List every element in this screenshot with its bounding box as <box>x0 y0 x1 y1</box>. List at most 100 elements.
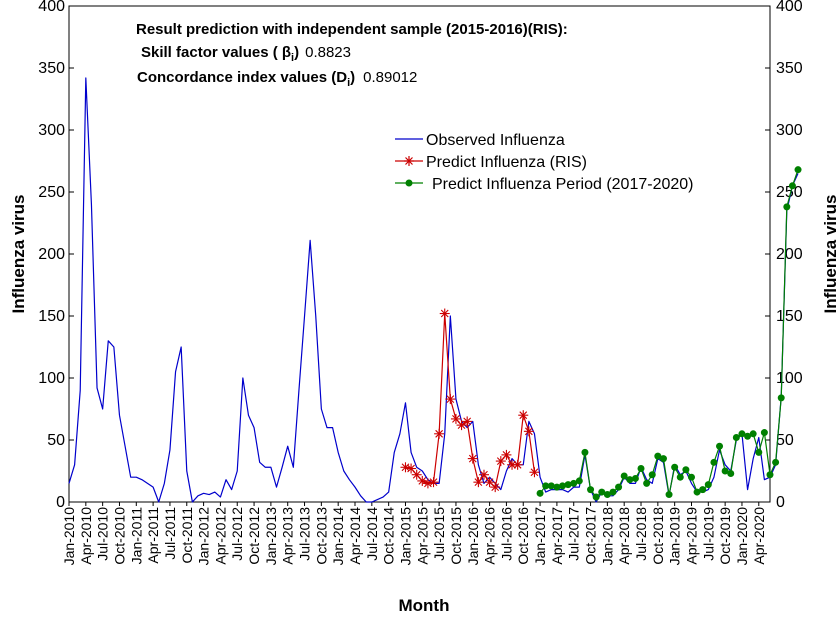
y-tick-label-right: 200 <box>776 246 803 263</box>
x-axis-title: Month <box>399 596 450 615</box>
concordance-close: ) <box>350 69 355 86</box>
x-tick-label: Oct-2019 <box>717 507 733 565</box>
data-point-stroke <box>457 421 466 430</box>
data-point <box>704 481 712 489</box>
data-point-stroke <box>508 460 516 469</box>
y-tick-label-left: 350 <box>38 60 65 77</box>
data-point <box>676 473 684 481</box>
x-tick-label: Jul-2013 <box>297 507 313 561</box>
y-tick-label-left: 400 <box>38 0 65 15</box>
data-point <box>450 413 461 424</box>
y-axis-title-left: Influenza virus <box>9 194 28 313</box>
data-point <box>682 466 690 474</box>
data-point <box>687 473 695 481</box>
plot-area <box>68 5 771 503</box>
x-tick-label: Apr-2015 <box>414 507 430 565</box>
x-tick-label: Oct-2012 <box>246 507 262 565</box>
x-tick-label: Oct-2013 <box>313 507 329 565</box>
data-point-stroke <box>412 470 421 479</box>
data-point <box>710 458 718 466</box>
x-tick-label: Apr-2012 <box>212 507 228 565</box>
legend-label-ris: Predict Influenza (RIS) <box>426 154 587 171</box>
data-point <box>794 166 802 174</box>
data-point-stroke <box>424 479 432 488</box>
y-tick-label-left: 0 <box>56 494 65 511</box>
data-point <box>620 472 628 480</box>
x-tick-label: Jan-2012 <box>196 507 212 566</box>
x-tick-label: Jan-2013 <box>263 507 279 566</box>
x-tick-label: Jul-2015 <box>431 507 447 561</box>
data-point <box>428 477 439 488</box>
x-tick-label: Jan-2011 <box>128 507 144 565</box>
x-tick-label: Apr-2016 <box>482 507 498 565</box>
y-axis-title-right: Influenza virus <box>821 194 840 313</box>
annotation-concordance: Concordance index values (Di) 0.89012 <box>137 69 417 89</box>
x-tick-label: Oct-2010 <box>111 507 127 565</box>
y-tick-label-right: 0 <box>776 494 785 511</box>
data-point-stroke <box>524 427 533 436</box>
data-point <box>693 488 701 496</box>
legend-marker-period <box>405 179 413 187</box>
data-point <box>575 477 583 485</box>
data-point <box>570 479 578 487</box>
x-tick-label: Oct-2018 <box>650 507 666 565</box>
y-tick-label-left: 50 <box>47 432 65 449</box>
data-point-stroke <box>496 457 505 465</box>
data-point <box>721 467 729 475</box>
data-point-stroke <box>446 395 455 403</box>
annotation-block: Result prediction with independent sampl… <box>136 21 568 89</box>
data-point <box>716 442 724 450</box>
x-tick-label: Jan-2018 <box>599 507 615 566</box>
data-point <box>643 479 651 487</box>
data-point <box>783 203 791 211</box>
data-point <box>603 491 611 499</box>
data-point <box>495 456 506 467</box>
data-point <box>755 448 763 456</box>
data-point <box>732 434 740 442</box>
data-point <box>659 455 667 463</box>
concordance-label: Concordance index values (D <box>137 69 347 86</box>
data-point-stroke <box>519 411 528 420</box>
y-tick-label-left: 250 <box>38 184 65 201</box>
x-tick-label: Apr-2013 <box>280 507 296 565</box>
series-layer <box>68 77 802 503</box>
right-axis: 0 50 100 150 200 250 300 350 400 <box>765 0 803 511</box>
data-point <box>788 182 796 190</box>
data-point <box>648 471 656 479</box>
x-tick-label: Jan-2016 <box>465 507 481 566</box>
x-tick-label: Oct-2014 <box>381 507 397 565</box>
data-point <box>637 465 645 473</box>
x-tick-label: Apr-2020 <box>751 507 767 565</box>
data-point <box>738 430 746 438</box>
legend-label-observed: Observed Influenza <box>426 132 565 149</box>
data-point <box>744 432 752 440</box>
data-point <box>772 458 780 466</box>
annotation-skill-factor: Skill factor values ( βi) 0.8823 <box>141 44 351 64</box>
data-point-stroke <box>429 478 438 487</box>
x-tick-label: Jul-2016 <box>498 507 514 561</box>
x-tick-label: Jul-2014 <box>364 507 380 561</box>
x-tick-label: Oct-2011 <box>179 507 195 564</box>
data-point-stroke <box>530 468 539 477</box>
skill-factor-close: ) <box>294 44 299 61</box>
data-point <box>439 308 450 319</box>
data-point <box>501 449 512 460</box>
data-point-stroke <box>463 417 472 426</box>
data-point <box>654 452 662 460</box>
data-point <box>434 428 445 439</box>
concordance-value: 0.89012 <box>363 69 417 86</box>
x-tick-label: Apr-2010 <box>78 507 94 565</box>
skill-factor-label: Skill factor values ( β <box>141 44 291 61</box>
x-tick-label: Jan-2014 <box>330 507 346 566</box>
data-point <box>665 491 673 499</box>
x-tick-label: Apr-2018 <box>616 507 632 565</box>
data-point <box>406 463 417 474</box>
y-tick-label-right: 50 <box>776 432 794 449</box>
data-point-stroke <box>513 460 522 469</box>
data-point-stroke <box>440 309 449 318</box>
data-point <box>699 486 707 494</box>
x-tick-label: Apr-2017 <box>549 507 565 565</box>
data-point-stroke <box>418 477 427 485</box>
data-point <box>547 482 555 490</box>
